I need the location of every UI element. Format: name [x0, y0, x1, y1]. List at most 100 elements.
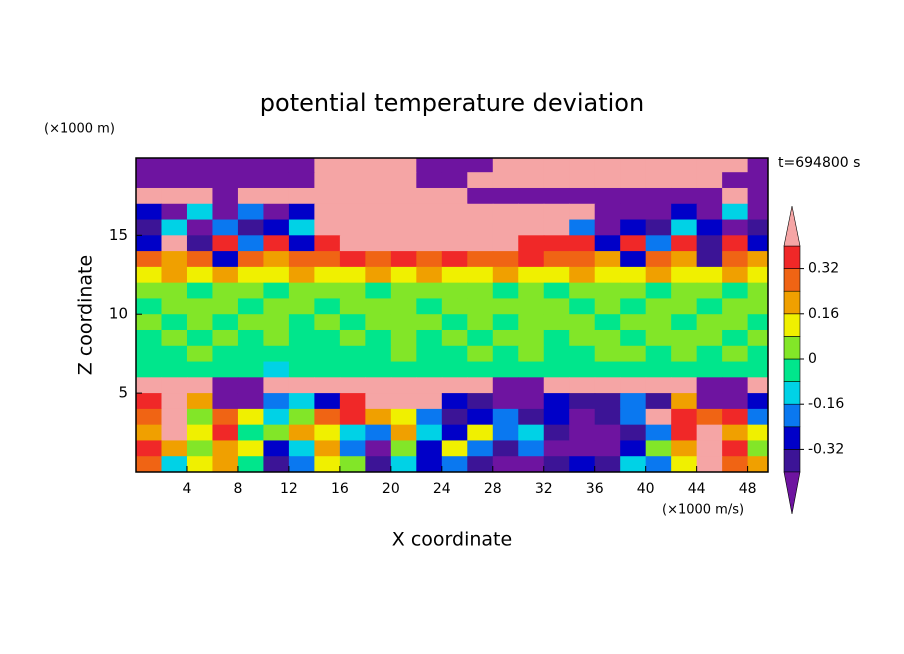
- field-cell: [747, 251, 768, 268]
- field-cell: [212, 393, 239, 410]
- field-cell: [722, 408, 749, 426]
- field-cell: [518, 456, 545, 472]
- field-cell: [594, 266, 621, 284]
- field-cell: [263, 251, 290, 268]
- field-cell: [645, 329, 672, 347]
- field-cell: [620, 377, 647, 394]
- field-cell: [467, 377, 494, 394]
- field-cell: [467, 393, 494, 410]
- field-cell: [212, 158, 239, 173]
- field-cell: [543, 361, 570, 378]
- field-cell: [288, 314, 315, 331]
- field-cell: [161, 393, 188, 410]
- field-cell: [339, 345, 366, 363]
- field-cell: [747, 314, 768, 331]
- field-cell: [365, 158, 392, 173]
- field-cell: [543, 393, 570, 410]
- field-cell: [263, 314, 290, 331]
- field-cell: [441, 440, 468, 457]
- field-cell: [696, 251, 723, 268]
- field-cell: [314, 408, 341, 426]
- field-cell: [212, 361, 239, 378]
- field-cell: [467, 408, 494, 426]
- field-cell: [594, 187, 621, 205]
- field-cell: [594, 235, 621, 252]
- field-cell: [467, 456, 494, 472]
- field-cell: [237, 345, 265, 363]
- field-cell: [339, 235, 366, 252]
- field-cell: [671, 408, 698, 426]
- field-cell: [620, 235, 647, 252]
- field-cell: [722, 203, 749, 221]
- field-cell: [543, 424, 570, 442]
- field-cell: [186, 172, 214, 189]
- field-cell: [543, 345, 570, 363]
- field-cell: [441, 203, 468, 221]
- field-cell: [263, 298, 290, 315]
- field-cell: [645, 158, 672, 173]
- field-cell: [569, 266, 596, 284]
- x-tick-label: 4: [183, 481, 192, 497]
- field-cell: [671, 329, 698, 347]
- field-cell: [136, 203, 163, 221]
- field-cell: [161, 314, 188, 331]
- field-cell: [288, 172, 315, 189]
- field-cell: [237, 172, 265, 189]
- field-cell: [569, 329, 596, 347]
- field-cell: [441, 393, 468, 410]
- field-cell: [543, 440, 570, 457]
- field-cell: [339, 251, 366, 268]
- field-cell: [212, 298, 239, 315]
- field-cell: [339, 314, 366, 331]
- field-cell: [518, 377, 545, 394]
- field-cell: [263, 187, 290, 205]
- field-cell: [390, 393, 417, 410]
- field-cell: [441, 314, 468, 331]
- field-cell: [722, 158, 749, 173]
- field-cell: [620, 203, 647, 221]
- field-cell: [594, 345, 621, 363]
- field-cell: [186, 219, 214, 236]
- field-cell: [671, 440, 698, 457]
- field-cell: [390, 251, 417, 268]
- field-cell: [569, 361, 596, 378]
- field-cell: [441, 329, 468, 347]
- field-cell: [161, 377, 188, 394]
- field-cell: [569, 298, 596, 315]
- field-cell: [237, 266, 265, 284]
- field-cell: [671, 298, 698, 315]
- field-cell: [161, 158, 188, 173]
- field-cell: [696, 424, 723, 442]
- field-cell: [212, 235, 239, 252]
- field-cell: [416, 377, 443, 394]
- field-cell: [467, 266, 494, 284]
- colorbar-label: 0.32: [808, 261, 839, 277]
- field-cell: [339, 393, 366, 410]
- field-cell: [671, 393, 698, 410]
- field-cell: [543, 158, 570, 173]
- field-cell: [212, 187, 239, 205]
- field-cell: [314, 329, 341, 347]
- field-cell: [492, 203, 519, 221]
- x-unit: (×1000 m/s): [662, 503, 744, 518]
- field-cell: [620, 456, 647, 472]
- field-cell: [722, 266, 749, 284]
- field-cell: [314, 187, 341, 205]
- field-cell: [696, 329, 723, 347]
- field-cell: [645, 235, 672, 252]
- field-cell: [620, 266, 647, 284]
- field-cell: [518, 266, 545, 284]
- field-cell: [467, 158, 494, 173]
- x-tick-label: 48: [739, 481, 757, 497]
- field-cell: [645, 456, 672, 472]
- field-cell: [339, 361, 366, 378]
- field-cell: [569, 158, 596, 173]
- field-cell: [569, 424, 596, 442]
- field-cell: [518, 203, 545, 221]
- field-cell: [492, 440, 519, 457]
- field-cell: [696, 361, 723, 378]
- field-cell: [390, 424, 417, 442]
- field-cell: [186, 187, 214, 205]
- colorbar-box: [783, 381, 801, 405]
- field-cell: [543, 251, 570, 268]
